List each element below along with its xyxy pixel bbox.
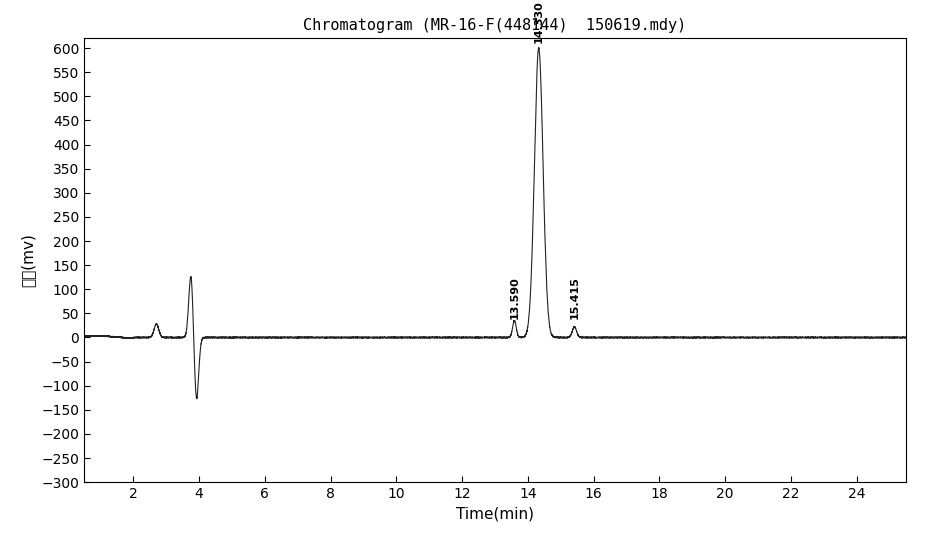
Text: 14.330: 14.330 (533, 1, 544, 43)
Y-axis label: 电压(mv): 电压(mv) (21, 233, 35, 287)
Title: Chromatogram (MR-16-F(448144)  150619.mdy): Chromatogram (MR-16-F(448144) 150619.mdy… (304, 18, 686, 33)
Text: 15.415: 15.415 (570, 276, 579, 319)
X-axis label: Time(min): Time(min) (456, 507, 534, 522)
Text: 13.590: 13.590 (509, 276, 519, 319)
